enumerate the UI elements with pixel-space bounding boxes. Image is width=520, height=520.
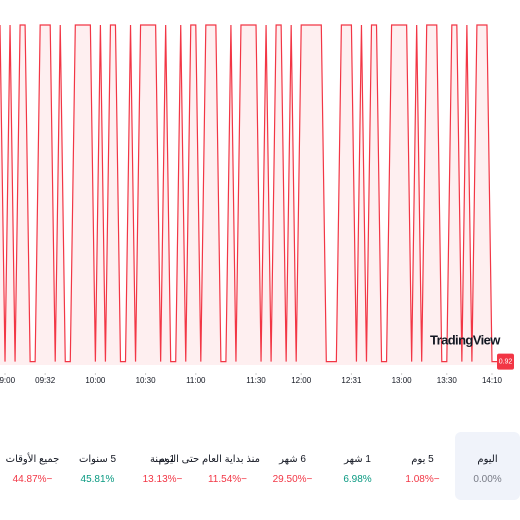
period-name: 5 سنوات: [78, 454, 117, 465]
period-change: 44.87%−: [12, 474, 53, 485]
period-name: منذ بداية العام حتى اليوم: [158, 454, 260, 465]
price-label: 0.92: [499, 358, 513, 365]
period-tab[interactable]: 5 يوم 1.08%−: [390, 432, 455, 500]
period-change: 13.13%−: [142, 474, 183, 485]
period-name: اليوم: [477, 454, 498, 465]
period-change: 6.98%: [343, 474, 372, 485]
x-tick-label: 13:30: [437, 376, 458, 385]
x-tick-label: 11:00: [186, 376, 206, 385]
period-tab[interactable]: جميع الأوقات 44.87%−: [0, 432, 65, 500]
period-name: 1 سنة: [149, 454, 176, 465]
period-tab[interactable]: 6 شهر 29.50%−: [260, 432, 325, 500]
period-tabs: اليوم 0.00% 5 يوم 1.08%− 1 شهر 6.98% 6 شهر 29.5…: [0, 432, 520, 500]
period-change: 0.00%: [473, 474, 502, 485]
watermark: TradingView: [430, 332, 501, 347]
x-tick-label: 14:10: [482, 376, 503, 385]
x-tick-label: 10:00: [85, 376, 106, 385]
period-name: 5 يوم: [411, 454, 434, 465]
area: [0, 25, 497, 365]
period-tab[interactable]: منذ بداية العام حتى اليوم 11.54%−: [158, 432, 260, 500]
period-tab[interactable]: 5 سنوات 45.81%: [65, 432, 130, 500]
period-change: 1.08%−: [405, 474, 440, 485]
period-change: 11.54%−: [207, 474, 247, 485]
period-name: 6 شهر: [279, 454, 306, 465]
price-line: [0, 24, 497, 363]
x-tick-label: 11:30: [246, 376, 266, 385]
period-tab[interactable]: اليوم 0.00%: [455, 432, 520, 500]
x-tick-label: 12:31: [341, 376, 362, 385]
period-change: 29.50%−: [272, 474, 313, 485]
x-tick-label: 12:00: [291, 376, 312, 385]
price-label-bg: [497, 353, 514, 370]
period-tab[interactable]: 1 شهر 6.98%: [325, 432, 390, 500]
period-name: 1 شهر: [344, 454, 371, 465]
x-tick-label: 13:00: [392, 376, 413, 385]
period-tab[interactable]: 1 سنة 13.13%−: [130, 432, 195, 500]
x-tick-label: 09:00: [0, 376, 16, 385]
chart: 09:00 09:32 10:00 10:30 11:00 11:30 12:00 12:31…: [0, 24, 514, 385]
x-tick-label: 10:30: [136, 376, 157, 385]
x-tick-label: 09:32: [35, 376, 56, 385]
period-change: 45.81%: [80, 474, 115, 485]
period-name: جميع الأوقات: [5, 454, 60, 465]
